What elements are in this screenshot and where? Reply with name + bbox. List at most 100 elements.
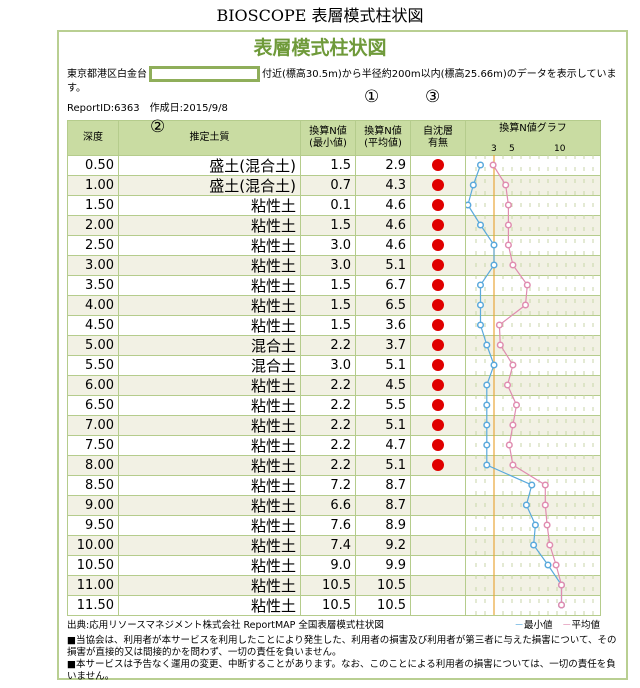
depth-cell: 9.50 xyxy=(67,515,119,536)
navg-point xyxy=(552,561,560,569)
navg-point xyxy=(546,541,554,549)
navg-cell: 4.6 xyxy=(355,195,411,216)
navg-cell: 2.9 xyxy=(355,155,411,176)
nmin-point xyxy=(483,421,491,429)
graph-cell xyxy=(465,255,601,276)
subsidence-cell xyxy=(410,175,466,196)
nmin-point xyxy=(490,261,498,269)
navg-cell: 8.9 xyxy=(355,515,411,536)
n-value-graph xyxy=(466,155,594,615)
depth-cell: 8.50 xyxy=(67,475,119,496)
header-soil: 推定土質 xyxy=(118,120,301,156)
subsidence-cell xyxy=(410,435,466,456)
subsidence-cell xyxy=(410,215,466,236)
subsidence-dot xyxy=(432,339,444,351)
graph-cell xyxy=(465,595,601,616)
subsidence-dot xyxy=(432,399,444,411)
soil-cell: 粘性土 xyxy=(118,395,301,416)
soil-cell: 粘性土 xyxy=(118,195,301,216)
subsidence-cell xyxy=(410,415,466,436)
subsidence-cell xyxy=(410,575,466,596)
disclaimer: ■当協会は、利用者が本サービスを利用したことにより発生した、利用者の損害及び利用… xyxy=(67,635,622,683)
navg-cell: 5.5 xyxy=(355,395,411,416)
nmin-point xyxy=(483,341,491,349)
legend-avg: 平均値 xyxy=(571,620,600,631)
soil-cell: 粘性土 xyxy=(118,455,301,476)
nmin-cell: 1.5 xyxy=(300,215,356,236)
navg-point xyxy=(521,301,530,309)
nmin-point xyxy=(522,501,530,509)
navg-point xyxy=(504,221,512,229)
navg-cell: 6.5 xyxy=(355,295,411,316)
header-navg: 換算N値 (平均値) xyxy=(355,120,411,156)
nmin-point xyxy=(483,381,491,389)
soil-cell: 盛土(混合土) xyxy=(118,155,301,176)
table-row: 6.00 粘性土 2.2 4.5 xyxy=(67,375,601,396)
navg-cell: 4.6 xyxy=(355,215,411,236)
nmin-cell: 2.2 xyxy=(300,435,356,456)
subsidence-cell xyxy=(410,355,466,376)
depth-cell: 7.00 xyxy=(67,415,119,436)
navg-cell: 8.7 xyxy=(355,495,411,516)
subsidence-cell xyxy=(410,375,466,396)
main-content: 深度 推定土質 換算N値 (最小値) 換算N値 (平均値) 自沈層 有無 換算N… xyxy=(67,120,617,683)
soil-cell: 粘性土 xyxy=(118,555,301,576)
soil-cell: 粘性土 xyxy=(118,295,301,316)
subsidence-dot xyxy=(432,279,444,291)
subsidence-dot xyxy=(432,259,444,271)
subsidence-dot xyxy=(432,419,444,431)
address-text: 東京都港区白金台 xyxy=(67,69,147,80)
nmin-cell: 10.5 xyxy=(300,575,356,596)
depth-cell: 1.00 xyxy=(67,175,119,196)
soil-cell: 粘性土 xyxy=(118,595,301,616)
table-row: 3.00 粘性土 3.0 5.1 xyxy=(67,255,601,276)
subsidence-dot xyxy=(432,359,444,371)
depth-cell: 3.00 xyxy=(67,255,119,276)
depth-cell: 11.50 xyxy=(67,595,119,616)
nmin-point xyxy=(476,221,485,229)
page-title: BIOSCOPE 表層模式柱状図 xyxy=(216,6,424,25)
depth-cell: 5.50 xyxy=(67,355,119,376)
navg-point xyxy=(495,321,503,329)
navg-cell: 9.2 xyxy=(355,535,411,556)
table-row: 11.00 粘性土 10.5 10.5 xyxy=(67,575,601,596)
navg-point xyxy=(503,381,512,389)
graph-cell xyxy=(465,495,601,516)
navg-cell: 10.5 xyxy=(355,595,411,616)
disclaimer-1: ■当協会は、利用者が本サービスを利用したことにより発生した、利用者の損害及び利用… xyxy=(67,635,617,658)
nmin-cell: 1.5 xyxy=(300,155,356,176)
table-row: 2.00 粘性土 1.5 4.6 xyxy=(67,215,601,236)
soil-cell: 粘性土 xyxy=(118,215,301,236)
report-id: ReportID:6363 作成日:2015/9/8 xyxy=(67,103,228,114)
range-text: 付近(標高30.5m)から半径約200m以内(標高25.66m)のデータを表示し… xyxy=(67,69,617,94)
header-graph: 換算N値グラフ xyxy=(465,120,601,156)
navg-point xyxy=(557,581,566,589)
depth-cell: 4.50 xyxy=(67,315,119,336)
subsidence-cell xyxy=(410,255,466,276)
depth-cell: 11.00 xyxy=(67,575,119,596)
navg-cell: 5.1 xyxy=(355,255,411,276)
nmin-point xyxy=(476,301,485,309)
table-row: 2.50 粘性土 3.0 4.6 xyxy=(67,235,601,256)
depth-cell: 0.50 xyxy=(67,155,119,176)
subsidence-dot xyxy=(432,459,444,471)
graph-tick-label: 3 xyxy=(491,144,497,154)
table-row: 4.00 粘性土 1.5 6.5 xyxy=(67,295,601,316)
subsidence-dot xyxy=(432,239,444,251)
navg-point xyxy=(496,341,504,349)
soil-cell: 粘性土 xyxy=(118,415,301,436)
navg-point xyxy=(512,401,521,409)
graph-legend: －最小値 －平均値 xyxy=(514,620,600,631)
depth-cell: 10.00 xyxy=(67,535,119,556)
graph-cell xyxy=(465,575,601,596)
navg-cell: 5.1 xyxy=(355,455,411,476)
nmin-cell: 0.1 xyxy=(300,195,356,216)
nmin-cell: 9.0 xyxy=(300,555,356,576)
subsidence-cell xyxy=(410,455,466,476)
subsidence-cell xyxy=(410,535,466,556)
navg-point xyxy=(541,501,549,509)
subsidence-dot xyxy=(432,439,444,451)
nmin-cell: 6.6 xyxy=(300,495,356,516)
navg-cell: 3.6 xyxy=(355,315,411,336)
nmin-cell: 7.4 xyxy=(300,535,356,556)
